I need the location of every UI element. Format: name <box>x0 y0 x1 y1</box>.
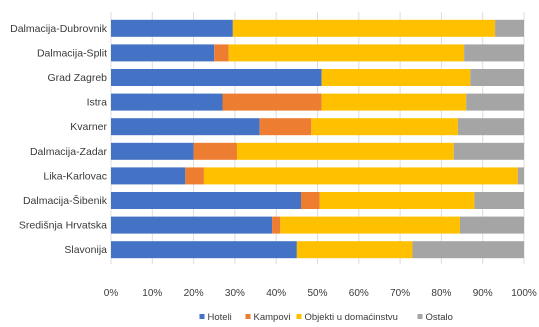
bar-segment <box>233 20 495 37</box>
bar-segment <box>204 167 518 184</box>
bar-segment <box>111 44 214 61</box>
category-label: Grad Zagreb <box>47 72 107 84</box>
category-label: Dalmacija-Šibenik <box>23 194 108 207</box>
category-label: Lika-Karlovac <box>43 170 107 182</box>
category-label: Dalmacija-Split <box>37 47 107 59</box>
bar-segment <box>495 20 524 37</box>
bar-segment <box>272 217 280 234</box>
bar-segment <box>111 192 301 209</box>
bar-segment <box>111 241 297 258</box>
bar-segment <box>454 143 524 160</box>
bar-segment <box>518 167 524 184</box>
x-tick-labels: 0% 10% 20% 30% 40% 50% 60% 70% 80% 90% 100% <box>104 288 537 299</box>
bar-segment <box>111 69 322 86</box>
bar-segment <box>237 143 454 160</box>
bar-segment <box>111 217 272 234</box>
category-label: Središnja Hrvatska <box>19 220 107 232</box>
category-label: Kvarner <box>70 121 107 133</box>
bar-segment <box>320 192 475 209</box>
x-tick-label: 10% <box>142 288 162 299</box>
x-tick-label: 90% <box>473 288 493 299</box>
bar-segment <box>464 44 524 61</box>
bar-segment <box>214 44 228 61</box>
legend-swatch <box>246 314 251 319</box>
legend-label: Hoteli <box>208 312 232 323</box>
x-tick-label: 100% <box>511 288 537 299</box>
bar-segment <box>322 94 467 111</box>
x-tick-label: 80% <box>431 288 451 299</box>
bar-segment <box>229 44 464 61</box>
bar-segment <box>185 167 204 184</box>
x-tick-label: 0% <box>104 288 119 299</box>
x-tick-label: 60% <box>349 288 369 299</box>
category-label: Slavonija <box>64 244 107 256</box>
legend: Hoteli Kampovi Objekti u domaćinstvu Ostalo <box>200 312 453 323</box>
bar-segment <box>223 94 322 111</box>
legend-label: Objekti u domaćinstvu <box>305 312 398 323</box>
legend-swatch <box>418 314 423 319</box>
x-tick-label: 40% <box>266 288 286 299</box>
bar-segment <box>458 118 524 135</box>
bar-segment <box>194 143 237 160</box>
x-tick-label: 50% <box>307 288 327 299</box>
bar-segment <box>111 167 185 184</box>
bar-segment <box>466 94 524 111</box>
category-label: Dalmacija-Zadar <box>30 146 108 158</box>
x-tick-label: 30% <box>225 288 245 299</box>
bar-segment <box>322 69 471 86</box>
bar-segment <box>412 241 524 258</box>
bar-segment <box>474 192 524 209</box>
bar-segment <box>260 118 312 135</box>
bar-segment <box>111 118 260 135</box>
category-label: Istra <box>87 97 108 109</box>
bar-segment <box>311 118 458 135</box>
bar-segment <box>111 143 194 160</box>
legend-label: Kampovi <box>254 312 291 323</box>
bar-segment <box>297 241 413 258</box>
category-label: Dalmacija-Dubrovnik <box>10 23 108 35</box>
legend-swatch <box>297 314 302 319</box>
bar-segment <box>280 217 460 234</box>
bar-segment <box>470 69 524 86</box>
x-tick-label: 70% <box>390 288 410 299</box>
bar-segment <box>111 94 223 111</box>
bar-segment <box>111 20 233 37</box>
legend-label: Ostalo <box>426 312 453 323</box>
legend-swatch <box>200 314 205 319</box>
bar-segment <box>301 192 320 209</box>
bar-segment <box>460 217 524 234</box>
x-tick-label: 20% <box>184 288 204 299</box>
category-labels: Dalmacija-Dubrovnik Dalmacija-Split Grad Z… <box>10 23 108 256</box>
